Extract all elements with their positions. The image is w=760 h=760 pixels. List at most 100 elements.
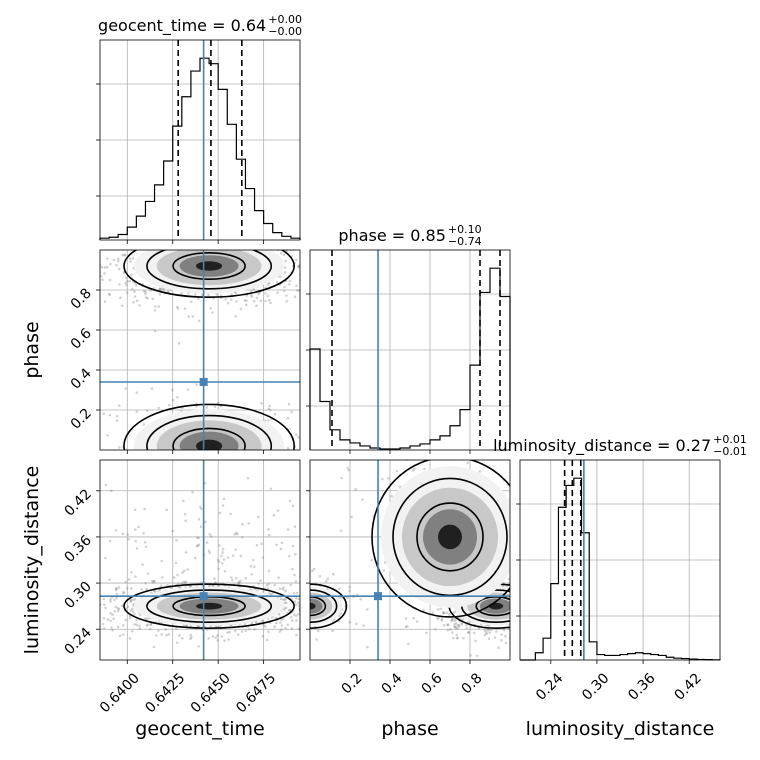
sample-point — [516, 603, 519, 606]
sample-point — [114, 586, 118, 590]
sample-point — [454, 625, 457, 629]
sample-point — [183, 512, 187, 516]
sample-point — [215, 246, 218, 249]
sample-point — [325, 272, 328, 275]
sample-point — [440, 617, 444, 621]
sample-point — [134, 284, 138, 287]
sample-point — [363, 610, 366, 613]
sample-point — [230, 236, 233, 239]
sample-point — [210, 472, 213, 475]
sample-point — [545, 594, 548, 597]
sample-point — [278, 630, 282, 633]
sample-point — [117, 267, 121, 271]
sample-point — [56, 260, 59, 263]
sample-point — [191, 315, 195, 318]
2d-phase-vs-geocent_time-truth-marker — [199, 378, 208, 386]
sample-point — [295, 608, 298, 611]
sample-point — [184, 580, 187, 583]
sample-point — [209, 246, 212, 249]
sample-point — [539, 485, 542, 488]
density-level-3 — [310, 598, 323, 614]
sample-point — [267, 527, 270, 531]
sample-point — [293, 552, 297, 556]
sample-point — [152, 579, 156, 583]
sample-point — [529, 602, 532, 605]
sample-point — [226, 497, 229, 500]
sample-point — [176, 307, 180, 310]
sample-point — [223, 474, 226, 477]
sample-point — [214, 233, 217, 236]
sample-point — [267, 407, 271, 411]
sample-point — [168, 245, 171, 248]
sample-point — [523, 613, 526, 616]
sample-point — [386, 476, 390, 480]
sample-point — [307, 269, 310, 272]
sample-point — [240, 227, 243, 230]
sample-point — [270, 579, 273, 582]
sample-point — [185, 202, 188, 205]
sample-point — [370, 558, 373, 562]
sample-point — [512, 588, 515, 591]
sample-point — [108, 578, 111, 581]
sample-point — [158, 236, 161, 239]
sample-point — [451, 631, 454, 634]
sample-point — [511, 617, 514, 620]
sample-point — [205, 628, 209, 632]
sample-point — [526, 607, 529, 610]
sample-point — [133, 598, 137, 601]
sample-point — [144, 581, 147, 585]
sample-point — [138, 624, 141, 628]
sample-point — [330, 256, 333, 259]
contour-line — [371, 460, 510, 618]
sample-point — [264, 625, 267, 628]
sample-point — [180, 582, 184, 585]
sample-point — [213, 244, 216, 247]
sample-point — [437, 616, 441, 620]
sample-point — [527, 621, 530, 624]
sample-point — [510, 603, 513, 606]
sample-point — [145, 409, 149, 412]
sample-point — [269, 487, 273, 491]
sample-point — [531, 596, 534, 599]
sample-point — [119, 296, 122, 300]
sample-point — [103, 476, 106, 479]
sample-point — [455, 636, 459, 640]
sample-point — [229, 512, 232, 516]
sample-point — [284, 626, 288, 630]
sample-point — [303, 601, 306, 604]
sample-point — [356, 634, 359, 637]
sample-point — [89, 314, 92, 317]
sample-point — [554, 613, 557, 616]
sample-point — [512, 491, 515, 494]
x-axis-title-luminosity_distance: luminosity_distance — [526, 718, 715, 740]
sample-point — [158, 234, 161, 237]
sample-point — [167, 230, 170, 233]
sample-point — [175, 499, 178, 502]
sample-point — [150, 579, 154, 583]
sample-point — [162, 288, 165, 292]
sample-point — [207, 245, 210, 248]
sample-point — [135, 547, 139, 550]
sample-point — [226, 476, 229, 479]
sample-point — [137, 482, 140, 485]
sample-point — [186, 568, 190, 571]
sample-point — [320, 283, 323, 286]
sample-point — [124, 618, 128, 622]
contour-line — [416, 502, 484, 572]
sample-point — [72, 583, 75, 586]
sample-point — [522, 585, 525, 588]
sample-point — [240, 535, 244, 539]
sample-point — [151, 297, 154, 301]
sample-point — [131, 598, 135, 601]
sample-point — [255, 452, 258, 455]
sample-point — [527, 611, 530, 614]
sample-point — [251, 558, 255, 562]
sample-point — [553, 477, 556, 480]
sample-point — [526, 603, 529, 606]
sample-point — [280, 541, 284, 545]
sample-point — [512, 620, 515, 623]
sample-point — [233, 629, 237, 633]
sample-point — [120, 228, 123, 231]
sample-point — [121, 624, 125, 627]
sample-point — [211, 311, 214, 314]
